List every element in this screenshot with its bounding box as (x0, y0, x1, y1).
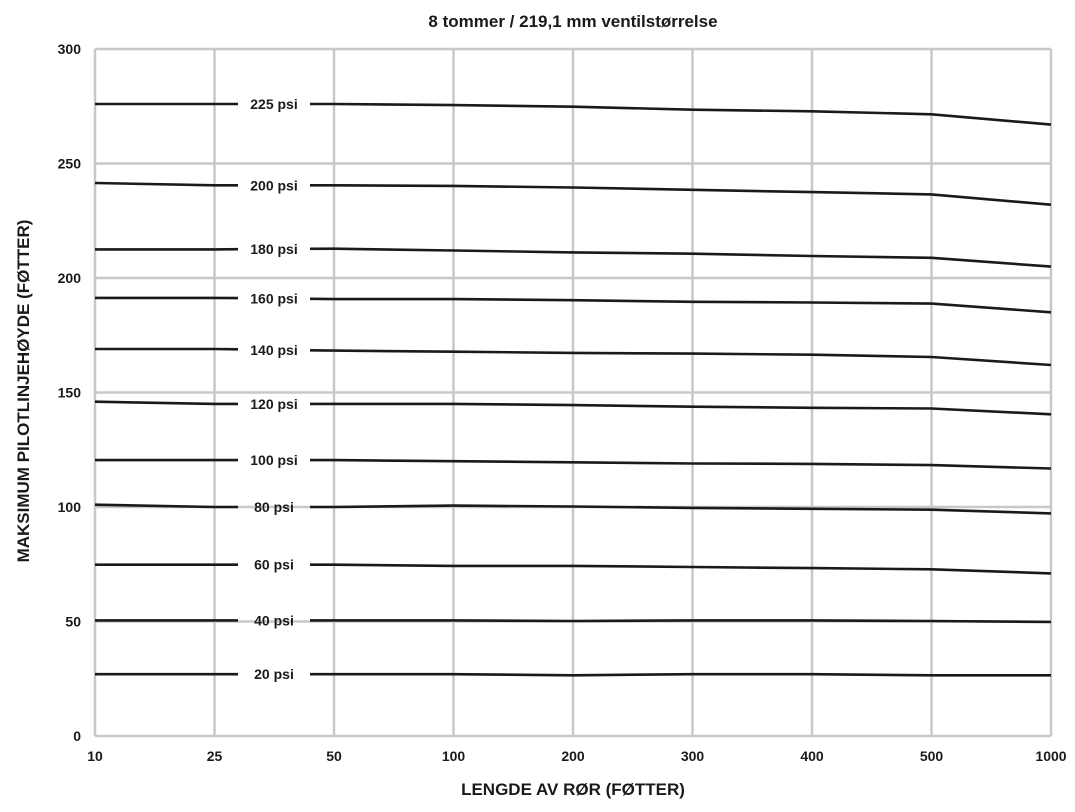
series-line (94, 181, 238, 187)
grid (93, 47, 1053, 738)
chart-title: 8 tommer / 219,1 mm ventilstørrelse (428, 12, 717, 31)
x-tick-label: 50 (326, 748, 342, 764)
y-axis-title: MAKSIMUM PILOTLINJEHØYDE (FØTTER) (14, 220, 33, 563)
series-line (309, 297, 1052, 314)
series-label: 140 psi (250, 342, 297, 358)
series-line (310, 402, 1052, 416)
series-label: 160 psi (250, 290, 297, 306)
series-label: 180 psi (250, 241, 297, 257)
x-tick-label: 25 (207, 748, 223, 764)
series-label: 40 psi (254, 612, 294, 628)
series-label: 120 psi (250, 396, 297, 412)
y-tick-label: 0 (73, 728, 81, 744)
series-line (94, 503, 238, 509)
tick-labels: 10 25 50 100 200 300 400 500 1000 0 50 100 150 200 250… (58, 41, 1067, 764)
series-line (309, 247, 1052, 268)
y-tick-label: 100 (58, 499, 82, 515)
y-tick-label: 150 (58, 385, 82, 401)
series-label: 20 psi (254, 666, 294, 682)
x-tick-label: 10 (87, 748, 103, 764)
series-line (310, 184, 1052, 206)
series-line (94, 400, 238, 406)
series-line (310, 458, 1052, 470)
series-label: 80 psi (254, 499, 294, 515)
series-line (310, 563, 1052, 575)
series-line (310, 504, 1052, 515)
series-line (309, 349, 1052, 367)
series-line (310, 672, 1051, 677)
y-tick-label: 300 (58, 41, 82, 57)
x-axis-title: LENGDE AV RØR (FØTTER) (461, 780, 685, 799)
series-label: 225 psi (250, 96, 297, 112)
x-tick-label: 300 (681, 748, 705, 764)
series-group: 225 psi 200 psi 180 psi 160 psi 140 psi 120 p… (94, 96, 1052, 682)
series-label: 200 psi (250, 177, 297, 193)
x-tick-label: 100 (442, 748, 466, 764)
series-label: 60 psi (254, 557, 294, 573)
series-line (310, 619, 1052, 624)
y-tick-label: 50 (65, 614, 81, 630)
series-line (310, 102, 1052, 126)
x-tick-label: 500 (920, 748, 944, 764)
y-tick-label: 250 (58, 156, 82, 172)
x-tick-label: 200 (561, 748, 585, 764)
y-tick-label: 200 (58, 270, 82, 286)
series-label: 100 psi (250, 452, 297, 468)
x-tick-label: 1000 (1035, 748, 1066, 764)
x-tick-label: 400 (800, 748, 824, 764)
